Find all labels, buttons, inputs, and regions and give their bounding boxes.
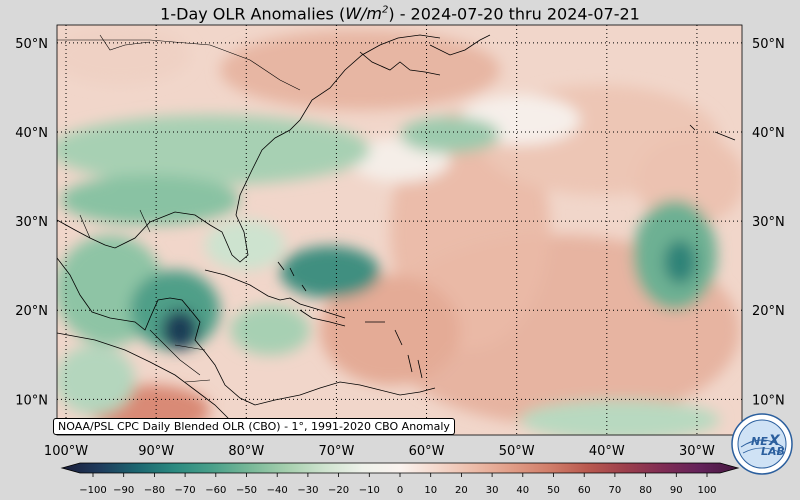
- colorbar-tick-label: −80: [144, 485, 165, 496]
- colorbar-tick-label: 50: [547, 485, 560, 496]
- longitude-label: 50°W: [499, 444, 535, 459]
- colorbar-tick-label: 10: [424, 485, 437, 496]
- colorbar-tick-label: −10: [359, 485, 380, 496]
- title-unit-exponent: 2: [381, 5, 389, 16]
- colorbar-gradient: [60, 462, 740, 474]
- colorbar-tick-label: −60: [205, 485, 226, 496]
- map-frame: [56, 24, 743, 436]
- longitude-label: 30°W: [679, 444, 715, 459]
- colorbar-tick-label: −50: [236, 485, 257, 496]
- longitude-label: 80°W: [228, 444, 264, 459]
- colorbar-tick-label: 60: [578, 485, 591, 496]
- colorbar-tick-label: −40: [267, 485, 288, 496]
- latitude-label: 30°N: [752, 215, 785, 230]
- colorbar-tick-label: 70: [609, 485, 622, 496]
- nexlab-logo: NE X LAB: [731, 413, 793, 475]
- colorbar-tick-label: 30: [486, 485, 499, 496]
- colorbar-tick-label: 100: [697, 485, 716, 496]
- latitude-label: 10°N: [752, 393, 785, 408]
- colorbar-tick-label: −90: [113, 485, 134, 496]
- latitude-label: 40°N: [15, 126, 48, 141]
- longitude-labels: 100°W 90°W 80°W 70°W 60°W 50°W 40°W 30°W: [44, 444, 715, 459]
- colorbar-tick-label: −70: [175, 485, 196, 496]
- graticule: [57, 25, 742, 435]
- longitude-label: 70°W: [318, 444, 354, 459]
- title-suffix: ) - 2024-07-20 thru 2024-07-21: [388, 4, 640, 24]
- colorbar-tick-label: 80: [639, 485, 652, 496]
- latitude-label: 50°N: [752, 37, 785, 52]
- colorbar-tick-label: 90: [670, 485, 683, 496]
- longitude-label: 90°W: [138, 444, 174, 459]
- latitude-labels-left: 50°N 40°N 30°N 20°N 10°N: [15, 37, 48, 409]
- olr-anomaly-field: [57, 25, 742, 435]
- colorbar: −100 −90 −80 −70 −60 −50 −40 −30 −20 −10 0 10 20 30 40…: [60, 462, 740, 496]
- coastlines: [57, 34, 736, 421]
- longitude-label: 60°W: [409, 444, 445, 459]
- title-unit: W/m: [345, 4, 382, 24]
- latitude-label: 50°N: [15, 37, 48, 52]
- colorbar-tick-label: −30: [297, 485, 318, 496]
- colorbar-tick-label: 20: [455, 485, 468, 496]
- longitude-label: 100°W: [44, 444, 88, 459]
- colorbar-tick-label: −100: [79, 485, 106, 496]
- latitude-label: 40°N: [752, 126, 785, 141]
- colorbar-ticks: −100 −90 −80 −70 −60 −50 −40 −30 −20 −10 0 10 20 30 40…: [79, 473, 717, 496]
- latitude-label: 20°N: [752, 304, 785, 319]
- colorbar-tick-label: 0: [397, 485, 403, 496]
- latitude-label: 10°N: [15, 393, 48, 408]
- map-title: 1-Day OLR Anomalies (W/m2) - 2024-07-20 …: [0, 0, 800, 24]
- source-note: NOAA/PSL CPC Daily Blended OLR (CBO) - 1…: [53, 418, 455, 435]
- latitude-label: 30°N: [15, 215, 48, 230]
- svg-text:NE: NE: [751, 435, 768, 448]
- svg-text:X: X: [768, 433, 781, 449]
- longitude-label: 40°W: [589, 444, 625, 459]
- latitude-label: 20°N: [15, 304, 48, 319]
- colorbar-tick-label: −20: [328, 485, 349, 496]
- colorbar-tick-label: 40: [516, 485, 529, 496]
- title-prefix: 1-Day OLR Anomalies (: [160, 4, 346, 24]
- svg-text:LAB: LAB: [761, 445, 785, 458]
- latitude-labels-right: 50°N 40°N 30°N 20°N 10°N: [752, 37, 785, 409]
